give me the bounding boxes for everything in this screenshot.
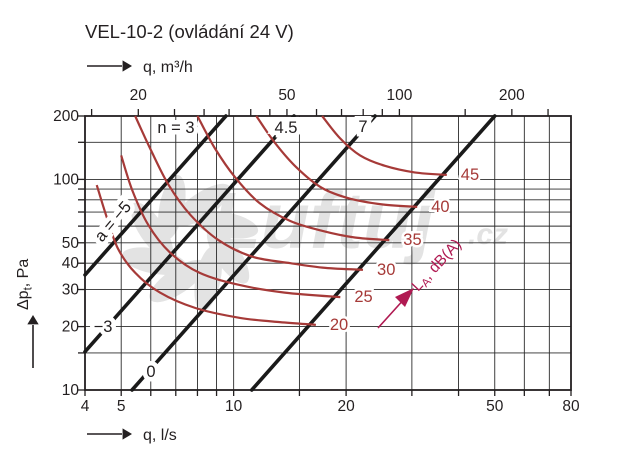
noise-curve-25 [120,155,341,299]
fan-setting-line-2 [83,114,296,354]
noise-curve-label-35: 35 [403,231,421,249]
noise-curve-label-40: 40 [431,198,449,216]
watermark-fan-swirl [193,211,259,239]
watermark-text: Luftuj [212,176,436,265]
bottom-axis-label: 50 [486,398,504,415]
left-axis-label: 100 [53,171,79,188]
watermark-fan-swirl [149,259,206,303]
noise-curve-30 [134,115,364,271]
bottom-axis-label: 20 [337,398,355,415]
left-axis-label: 50 [62,235,80,252]
noise-axis-arrow-head [395,288,414,307]
bottom-axis-label: 10 [225,398,243,415]
noise-curve-label-25: 25 [354,288,372,306]
top-axis-label: 200 [499,87,525,104]
fan-line-label-0: 0 [146,363,155,381]
noise-curve-label-45: 45 [461,166,479,184]
noise-curve-label-20: 20 [330,316,348,334]
left-axis-label: 20 [62,319,80,336]
top-axis-arrow-head [122,60,132,72]
fan-setting-line-4 [249,114,497,392]
left-axis-label: 200 [53,108,79,125]
noise-curve-35 [196,115,390,242]
fan-setting-line-1 [83,114,228,277]
noise-curve-45 [321,115,447,176]
top-axis-label: 20 [130,87,148,104]
bottom-axis-label: 5 [117,398,126,415]
page-title: VEL-10-2 (ovládání 24 V) [85,21,294,42]
left-axis-label: 30 [62,282,80,299]
fan-line-label-4-5: 4.5 [275,119,298,137]
fan-line-label-minus3: −3 [94,318,113,336]
noise-curve-label-30: 30 [377,261,395,279]
bottom-axis-arrow-head [122,428,132,440]
watermark: Luftuj .cz [121,174,508,312]
left-axis-label: 40 [62,255,80,272]
left-axis-label: 10 [62,382,80,399]
bottom-axis-label: 80 [562,398,580,415]
left-axis-title: Δpt, Pa [15,259,35,310]
bottom-axis-label: 4 [81,398,90,415]
plot-border [84,115,572,391]
bottom-axis-title: q, l/s [143,427,177,444]
noise-curve-20 [95,184,316,326]
fan-line-label-7: 7 [358,118,367,136]
fan-setting-line-3 [130,114,377,392]
top-axis-label: 50 [278,87,296,104]
watermark-suffix: .cz [468,218,508,251]
top-axis-label: 100 [386,87,412,104]
fan-line-label-n3: n = 3 [157,119,194,137]
top-axis-title: q, m³/h [143,59,193,76]
left-axis-arrow-head [27,315,39,325]
noise-curve-40 [255,115,418,208]
